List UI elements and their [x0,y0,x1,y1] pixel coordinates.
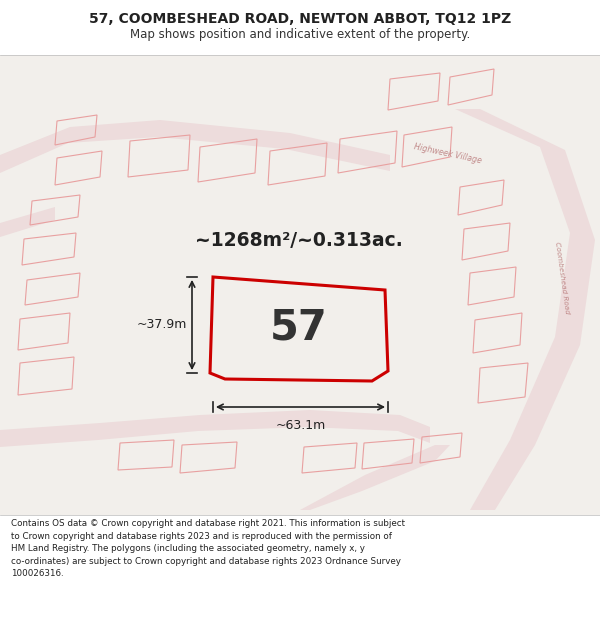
Text: Contains OS data © Crown copyright and database right 2021. This information is : Contains OS data © Crown copyright and d… [11,519,405,578]
Text: 57, COOMBESHEAD ROAD, NEWTON ABBOT, TQ12 1PZ: 57, COOMBESHEAD ROAD, NEWTON ABBOT, TQ12… [89,12,511,26]
Polygon shape [455,109,595,510]
Text: ~37.9m: ~37.9m [137,319,187,331]
Polygon shape [0,120,390,173]
Polygon shape [0,410,430,447]
Text: Coombeshead Road: Coombeshead Road [554,241,570,314]
Text: ~1268m²/~0.313ac.: ~1268m²/~0.313ac. [195,231,403,249]
Text: 57: 57 [270,306,328,348]
Text: Map shows position and indicative extent of the property.: Map shows position and indicative extent… [130,28,470,41]
Polygon shape [0,207,55,237]
Text: ~63.1m: ~63.1m [275,419,326,432]
Polygon shape [300,445,450,510]
Text: Highweek Village: Highweek Village [413,142,482,165]
